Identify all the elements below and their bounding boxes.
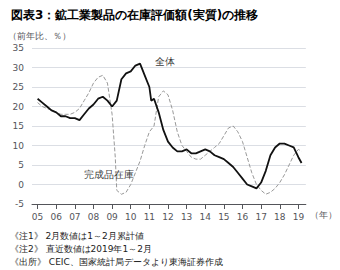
svg-text:12: 12	[162, 212, 173, 222]
svg-text:05: 05	[32, 212, 43, 222]
svg-text:09: 09	[106, 212, 118, 222]
svg-text:5: 5	[18, 160, 24, 170]
svg-text:30: 30	[13, 63, 25, 73]
svg-text:0: 0	[18, 180, 24, 190]
svg-text:06: 06	[50, 212, 62, 222]
svg-text:全体: 全体	[155, 56, 175, 67]
svg-text:《出所》 CEIC、国家統計局データより東海証券作成: 《出所》 CEIC、国家統計局データより東海証券作成	[10, 257, 223, 267]
svg-text:15: 15	[218, 212, 229, 222]
svg-text:19: 19	[293, 212, 305, 222]
svg-text:25: 25	[13, 82, 24, 92]
svg-text:17: 17	[255, 212, 266, 222]
svg-text:（前年比、％）: （前年比、％）	[8, 31, 71, 41]
svg-text:07: 07	[69, 212, 80, 222]
svg-text:15: 15	[13, 121, 24, 131]
svg-text:14: 14	[200, 212, 212, 222]
svg-text:13: 13	[181, 212, 192, 222]
svg-text:08: 08	[88, 212, 100, 222]
svg-text:11: 11	[144, 212, 155, 222]
svg-text:完成品在庫: 完成品在庫	[84, 169, 134, 180]
svg-text:《注2》 直近数値は2019年1～2月: 《注2》 直近数値は2019年1～2月	[10, 244, 152, 254]
svg-text:16: 16	[237, 212, 249, 222]
svg-text:-5: -5	[15, 199, 24, 209]
svg-text:18: 18	[274, 212, 286, 222]
svg-text:20: 20	[13, 102, 25, 112]
svg-text:《注1》 2月数値は1～2月累計値: 《注1》 2月数値は1～2月累計値	[10, 231, 144, 241]
svg-text:10: 10	[125, 212, 137, 222]
svg-text:10: 10	[13, 141, 25, 151]
svg-text:35: 35	[13, 43, 24, 53]
svg-text:図表3：鉱工業製品の在庫評価額(実質)の推移: 図表3：鉱工業製品の在庫評価額(実質)の推移	[11, 8, 258, 22]
svg-text:（年）: （年）	[310, 210, 337, 220]
